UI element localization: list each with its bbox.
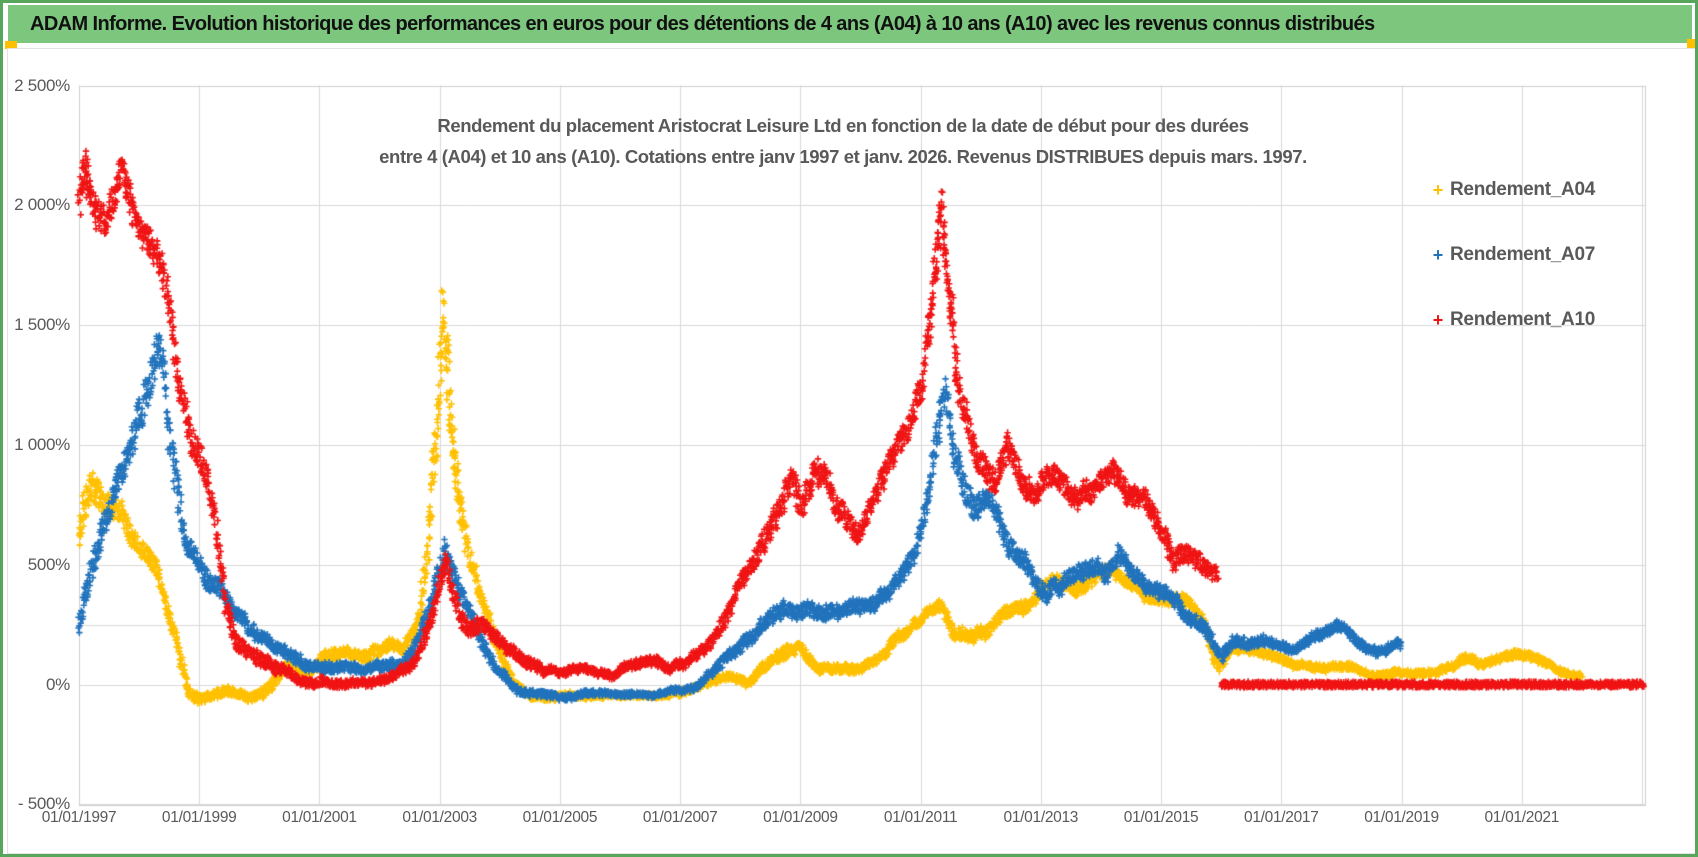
x-axis-tick-label: 01/01/2001 xyxy=(282,809,357,826)
x-axis-tick-label: 01/01/2011 xyxy=(883,809,958,826)
y-axis-tick-label: 0% xyxy=(46,674,70,694)
x-axis-tick-label: 01/01/1997 xyxy=(41,809,117,826)
plus-marker-icon: + xyxy=(1432,180,1444,200)
legend-label: Rendement_A07 xyxy=(1450,244,1595,265)
chart-frame: Rendement du placement Aristocrat Leisur… xyxy=(7,48,1695,854)
legend-item-rendement_a07: + Rendement_A07 xyxy=(1428,242,1596,268)
x-axis-tick-label: 01/01/2013 xyxy=(1003,809,1079,826)
chart-title: Rendement du placement Aristocrat Leisur… xyxy=(338,110,1348,172)
chart-title-line1: Rendement du placement Aristocrat Leisur… xyxy=(437,115,1249,136)
x-axis-tick-label: 01/01/2021 xyxy=(1484,809,1560,826)
selection-handle-right-top xyxy=(1687,39,1695,48)
x-axis-tick-label: 01/01/1999 xyxy=(161,809,237,826)
legend-label: Rendement_A04 xyxy=(1450,179,1595,200)
chart-plot-area xyxy=(8,49,1695,853)
header-bar: ADAM Informe. Evolution historique des p… xyxy=(8,5,1692,43)
legend-label: Rendement_A10 xyxy=(1450,309,1595,330)
legend-item-rendement_a10: + Rendement_A10 xyxy=(1428,307,1596,333)
y-axis-tick-label: 1 500% xyxy=(14,315,70,335)
x-axis-tick-label: 01/01/2017 xyxy=(1244,809,1319,826)
y-axis-tick-label: 1 000% xyxy=(14,434,70,454)
x-axis-tick-label: 01/01/2019 xyxy=(1364,809,1439,826)
y-axis-tick-label: - 500% xyxy=(17,794,70,814)
x-axis-tick-label: 01/01/2009 xyxy=(763,809,838,826)
y-axis-tick-label: 500% xyxy=(27,554,71,574)
legend-item-rendement_a04: + Rendement_A04 xyxy=(1428,177,1596,203)
x-axis-tick-label: 01/01/2007 xyxy=(642,809,718,826)
x-axis-tick-label: 01/01/2003 xyxy=(402,809,477,826)
page-title: ADAM Informe. Evolution historique des p… xyxy=(30,12,1375,35)
x-axis-tick-label: 01/01/2015 xyxy=(1123,809,1199,826)
x-axis-tick-label: 01/01/2005 xyxy=(522,809,598,826)
y-axis-tick-label: 2 000% xyxy=(14,195,70,215)
plus-marker-icon: + xyxy=(1432,245,1444,265)
selection-handle-left xyxy=(5,41,17,49)
chart-title-line2: entre 4 (A04) et 10 ans (A10). Cotations… xyxy=(379,146,1307,167)
plus-marker-icon: + xyxy=(1432,310,1444,330)
y-axis-tick-label: 2 500% xyxy=(14,75,70,95)
